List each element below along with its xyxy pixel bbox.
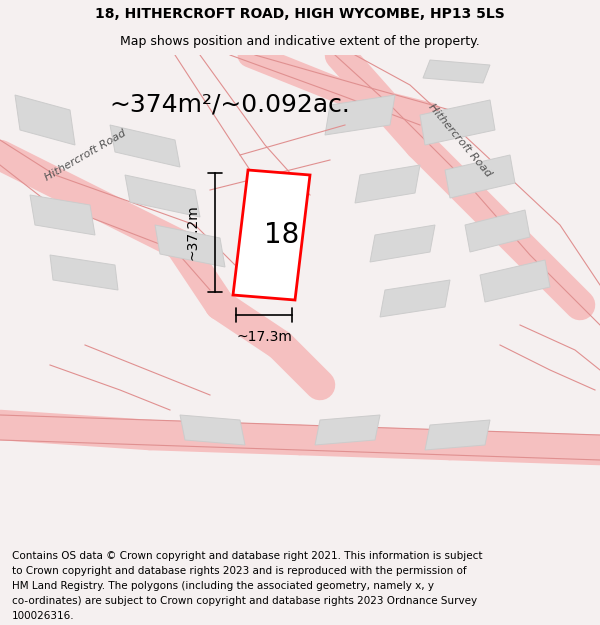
Polygon shape bbox=[30, 195, 95, 235]
Text: 100026316.: 100026316. bbox=[12, 611, 74, 621]
Text: 18, HITHERCROFT ROAD, HIGH WYCOMBE, HP13 5LS: 18, HITHERCROFT ROAD, HIGH WYCOMBE, HP13… bbox=[95, 7, 505, 21]
Text: ~374m²/~0.092ac.: ~374m²/~0.092ac. bbox=[110, 93, 350, 117]
Polygon shape bbox=[425, 420, 490, 450]
Polygon shape bbox=[370, 225, 435, 262]
Text: Hithercroft Road: Hithercroft Road bbox=[427, 101, 493, 179]
Text: to Crown copyright and database rights 2023 and is reproduced with the permissio: to Crown copyright and database rights 2… bbox=[12, 566, 467, 576]
Polygon shape bbox=[180, 415, 245, 445]
Polygon shape bbox=[50, 255, 118, 290]
Polygon shape bbox=[325, 95, 395, 135]
Polygon shape bbox=[445, 155, 515, 198]
Polygon shape bbox=[233, 170, 310, 300]
Polygon shape bbox=[420, 100, 495, 145]
Polygon shape bbox=[380, 280, 450, 317]
Text: Hithercroft Road: Hithercroft Road bbox=[43, 127, 127, 182]
Polygon shape bbox=[465, 210, 530, 252]
Text: 18: 18 bbox=[264, 221, 299, 249]
Polygon shape bbox=[480, 260, 550, 302]
Polygon shape bbox=[355, 165, 420, 203]
Text: Map shows position and indicative extent of the property.: Map shows position and indicative extent… bbox=[120, 35, 480, 48]
Polygon shape bbox=[155, 225, 225, 267]
Text: co-ordinates) are subject to Crown copyright and database rights 2023 Ordnance S: co-ordinates) are subject to Crown copyr… bbox=[12, 596, 477, 606]
Polygon shape bbox=[15, 95, 75, 145]
Polygon shape bbox=[423, 60, 490, 83]
Text: ~37.2m: ~37.2m bbox=[186, 204, 200, 261]
Text: Contains OS data © Crown copyright and database right 2021. This information is : Contains OS data © Crown copyright and d… bbox=[12, 551, 482, 561]
Polygon shape bbox=[110, 125, 180, 167]
Text: ~17.3m: ~17.3m bbox=[236, 330, 292, 344]
Text: HM Land Registry. The polygons (including the associated geometry, namely x, y: HM Land Registry. The polygons (includin… bbox=[12, 581, 434, 591]
Polygon shape bbox=[315, 415, 380, 445]
Polygon shape bbox=[125, 175, 200, 217]
